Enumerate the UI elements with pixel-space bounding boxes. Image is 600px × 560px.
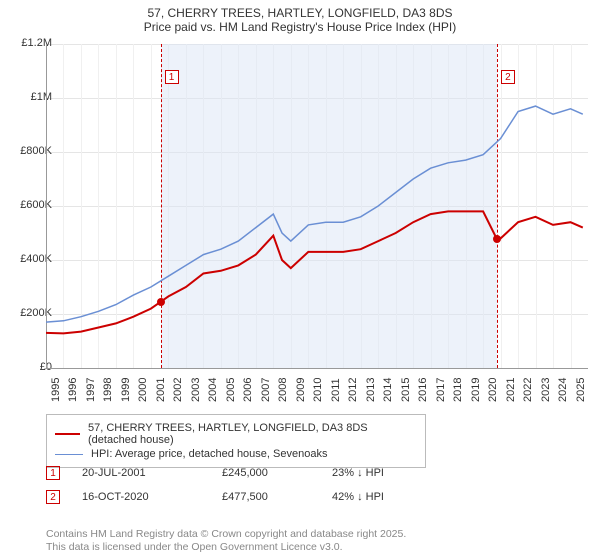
- chart-lines: [46, 44, 588, 368]
- attribution-line: Contains HM Land Registry data © Crown c…: [46, 528, 406, 541]
- attribution: Contains HM Land Registry data © Crown c…: [46, 528, 406, 554]
- x-axis-label: 2002: [172, 378, 184, 402]
- transaction-price: £477,500: [222, 491, 332, 503]
- x-axis-label: 2019: [470, 378, 482, 402]
- x-axis-label: 2017: [435, 378, 447, 402]
- legend-item: HPI: Average price, detached house, Seve…: [55, 448, 417, 460]
- x-axis-label: 1998: [102, 378, 114, 402]
- x-axis-label: 2015: [400, 378, 412, 402]
- x-axis-label: 1999: [120, 378, 132, 402]
- legend-label: HPI: Average price, detached house, Seve…: [91, 448, 327, 460]
- x-axis-label: 1995: [50, 378, 62, 402]
- legend-item: 57, CHERRY TREES, HARTLEY, LONGFIELD, DA…: [55, 422, 417, 446]
- transaction-row: 2 16-OCT-2020£477,50042% ↓ HPI: [46, 490, 452, 504]
- x-axis-label: 2022: [522, 378, 534, 402]
- x-axis-label: 2013: [365, 378, 377, 402]
- x-axis-label: 2011: [330, 378, 342, 402]
- transaction-diff: 42% ↓ HPI: [332, 491, 452, 503]
- x-axis-label: 1996: [67, 378, 79, 402]
- transaction-date: 20-JUL-2001: [82, 467, 222, 479]
- chart-title: 57, CHERRY TREES, HARTLEY, LONGFIELD, DA…: [0, 0, 600, 20]
- legend-swatch: [55, 454, 83, 455]
- x-axis-label: 2010: [312, 378, 324, 402]
- x-axis-label: 2024: [557, 378, 569, 402]
- x-axis-label: 2012: [347, 378, 359, 402]
- x-axis-label: 2006: [242, 378, 254, 402]
- transaction-diff: 23% ↓ HPI: [332, 467, 452, 479]
- transaction-date: 16-OCT-2020: [82, 491, 222, 503]
- x-axis: [46, 368, 588, 369]
- transaction-marker: 2: [46, 490, 60, 504]
- x-axis-label: 2001: [155, 378, 167, 402]
- series-price_paid: [46, 211, 583, 333]
- chart-subtitle: Price paid vs. HM Land Registry's House …: [0, 20, 600, 36]
- x-axis-label: 2018: [452, 378, 464, 402]
- x-axis-label: 2008: [277, 378, 289, 402]
- x-axis-label: 2025: [575, 378, 587, 402]
- x-axis-label: 2005: [225, 378, 237, 402]
- x-axis-label: 2000: [137, 378, 149, 402]
- x-axis-label: 2021: [505, 378, 517, 402]
- x-axis-label: 2009: [295, 378, 307, 402]
- x-axis-label: 2023: [540, 378, 552, 402]
- x-axis-label: 2007: [260, 378, 272, 402]
- x-axis-label: 2003: [190, 378, 202, 402]
- x-axis-label: 1997: [85, 378, 97, 402]
- x-axis-label: 2014: [382, 378, 394, 402]
- x-axis-label: 2016: [417, 378, 429, 402]
- transaction-price: £245,000: [222, 467, 332, 479]
- attribution-line: This data is licensed under the Open Gov…: [46, 541, 406, 554]
- legend-label: 57, CHERRY TREES, HARTLEY, LONGFIELD, DA…: [88, 422, 417, 446]
- x-axis-label: 2004: [207, 378, 219, 402]
- transaction-row: 1 20-JUL-2001£245,00023% ↓ HPI: [46, 466, 452, 480]
- series-hpi: [46, 106, 583, 322]
- x-axis-label: 2020: [487, 378, 499, 402]
- transaction-marker: 1: [46, 466, 60, 480]
- legend: 57, CHERRY TREES, HARTLEY, LONGFIELD, DA…: [46, 414, 426, 468]
- legend-swatch: [55, 433, 80, 435]
